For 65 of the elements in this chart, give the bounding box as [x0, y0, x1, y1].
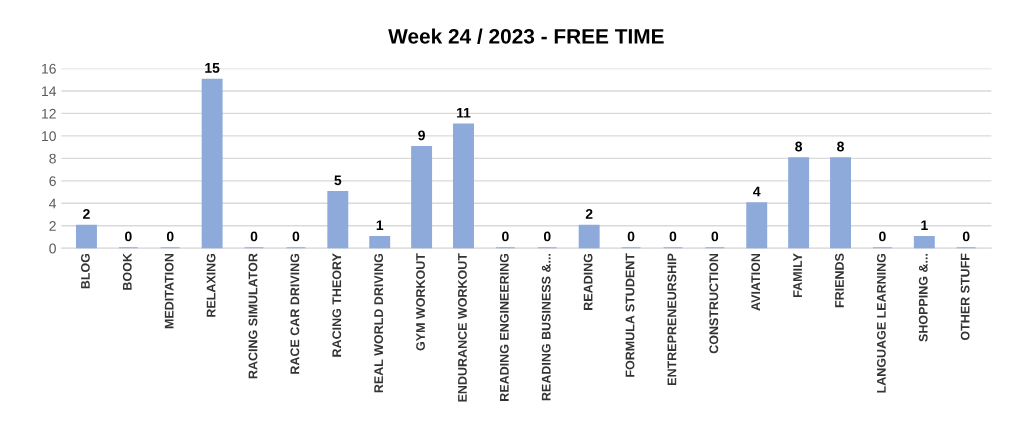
bar: [830, 157, 851, 249]
data-label: 0: [962, 231, 970, 242]
y-tick-label: 10: [42, 131, 56, 142]
bar: [201, 78, 223, 249]
data-label: 0: [166, 231, 174, 242]
y-tick-label: 2: [49, 221, 56, 231]
x-tick-label: SHOPPING &...: [918, 253, 928, 342]
x-tick-label: RACE CAR DRIVING: [290, 253, 300, 374]
data-label: 0: [627, 231, 635, 242]
bar: [746, 202, 768, 249]
data-label: 2: [585, 209, 593, 219]
x-tick-label: FORMULA STUDENT: [625, 253, 635, 377]
bar: [578, 224, 600, 249]
y-tick-label: 12: [42, 108, 56, 119]
data-label: 2: [83, 209, 90, 219]
y-tick-label: 8: [49, 153, 56, 164]
x-tick-label: BOOK: [122, 253, 132, 290]
x-tick-label: MEDITATION: [164, 253, 174, 329]
bar: [788, 157, 810, 249]
x-tick-label: ENDURANCE WORKOUT: [457, 253, 467, 402]
x-tick-label: AVIATION: [751, 253, 761, 311]
x-tick-label: ENTREPRENEURSHIP: [667, 253, 677, 385]
data-label: 0: [292, 231, 300, 242]
data-label: 0: [669, 231, 677, 242]
x-tick-label: CONSTRUCTION: [709, 253, 719, 354]
x-tick-label: REAL WORLD DRIVING: [374, 253, 384, 393]
data-label: 15: [205, 63, 220, 73]
y-tick-label: 4: [49, 198, 57, 209]
data-label: 0: [502, 231, 509, 242]
bar: [369, 235, 391, 249]
data-label: 1: [921, 220, 928, 230]
data-label: 0: [125, 231, 132, 242]
bar: [453, 123, 474, 249]
data-label: 11: [457, 108, 471, 118]
data-label: 0: [543, 231, 551, 242]
chart-title: Week 24 / 2023 - FREE TIME: [388, 28, 664, 44]
data-label: 0: [250, 231, 258, 242]
y-tick-label: 16: [42, 63, 56, 74]
x-tick-label: RELAXING: [206, 253, 216, 317]
x-tick-label: FAMILY: [793, 253, 802, 297]
data-label: 0: [711, 231, 719, 242]
x-tick-label: READING BUSINESS &...: [541, 253, 551, 401]
x-tick-label: OTHER STUFF: [960, 253, 970, 341]
bar: [75, 224, 97, 249]
x-tick-label: FRIENDS: [835, 253, 844, 308]
data-label: 5: [334, 175, 342, 186]
data-label: 9: [418, 130, 425, 141]
x-tick-label: READING ENGINEERING: [499, 253, 509, 401]
x-tick-label: GYM WORKOUT: [416, 253, 425, 351]
x-tick-label: BLOG: [80, 253, 90, 289]
bar: [913, 235, 935, 249]
data-label: 4: [753, 186, 761, 197]
x-tick-label: READING: [583, 253, 593, 310]
bar: [411, 146, 433, 249]
data-label: 1: [376, 220, 384, 230]
x-tick-label: RACING SIMULATOR: [248, 253, 258, 379]
x-tick-label: LANGUAGE LEARNING: [876, 253, 886, 393]
data-label: 0: [879, 231, 886, 242]
y-tick-label: 14: [42, 86, 57, 96]
data-label: 8: [837, 141, 844, 152]
y-tick-label: 6: [49, 176, 56, 186]
data-label: 8: [795, 141, 803, 152]
y-tick-label: 0: [49, 243, 56, 254]
x-tick-label: RACING THEORY: [332, 253, 342, 357]
bar: [327, 191, 349, 249]
